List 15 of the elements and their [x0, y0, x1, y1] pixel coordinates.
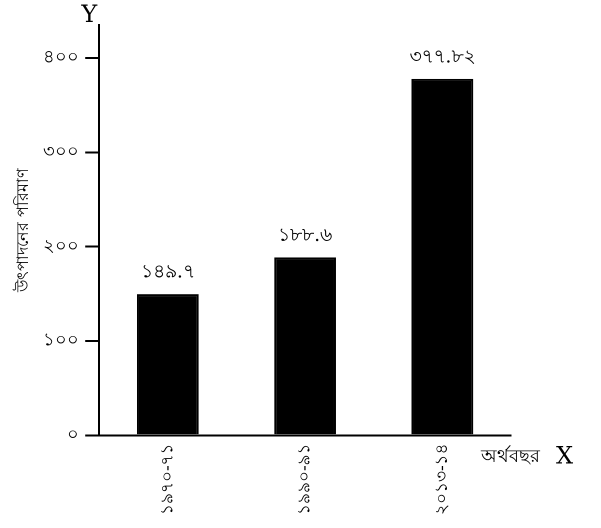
- x-tick-label: ১৯৯০-৯১: [294, 443, 315, 516]
- data-label: ৩৭৭.৮২: [409, 45, 476, 68]
- y-tick-label: ২০০: [43, 235, 80, 256]
- y-tick-label: ১০০: [43, 330, 80, 351]
- x-tick-label: ২০১৩-১৪: [432, 443, 452, 516]
- y-tick-label: ০: [67, 424, 80, 445]
- y-axis-title: উৎপাদনের পরিমাণ: [12, 168, 32, 294]
- x-axis-title: অর্থবছর: [480, 444, 541, 467]
- data-label: ১৪৯.৭: [140, 260, 195, 283]
- data-label: ১৮৮.৬: [278, 224, 332, 246]
- y-tick-label: ৩০০: [43, 140, 80, 162]
- text: Y: [80, 0, 98, 28]
- x-tick-label: ১৯৭০-৭১: [157, 443, 178, 516]
- y-tick-label: ৪০০: [43, 46, 80, 68]
- text: X: [556, 441, 574, 470]
